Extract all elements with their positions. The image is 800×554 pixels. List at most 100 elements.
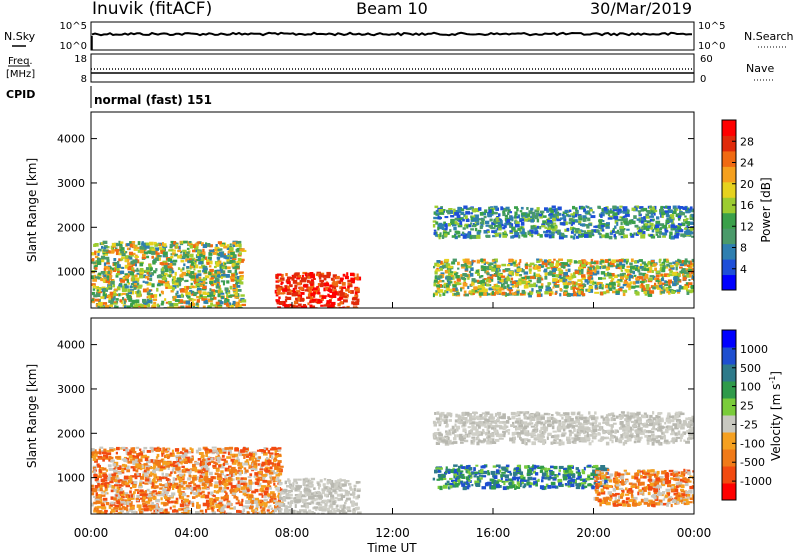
data-cell bbox=[519, 219, 523, 223]
data-cell bbox=[205, 499, 210, 504]
data-cell bbox=[225, 256, 230, 260]
data-cell bbox=[168, 454, 174, 457]
data-cell bbox=[160, 280, 165, 284]
data-cell bbox=[105, 502, 110, 506]
data-cell bbox=[319, 274, 323, 278]
data-cell bbox=[629, 232, 633, 236]
data-cell bbox=[272, 510, 275, 514]
data-cell bbox=[117, 479, 121, 483]
data-cell bbox=[204, 292, 210, 295]
data-cell bbox=[497, 289, 502, 294]
data-cell bbox=[465, 265, 469, 269]
data-cell bbox=[527, 230, 532, 235]
data-cell bbox=[245, 459, 249, 463]
data-cell bbox=[120, 492, 125, 497]
data-cell bbox=[119, 299, 122, 303]
data-cell bbox=[440, 272, 445, 275]
data-cell bbox=[577, 260, 583, 264]
data-cell bbox=[132, 243, 136, 248]
data-cell bbox=[693, 210, 694, 213]
data-cell bbox=[636, 266, 641, 270]
data-cell bbox=[631, 207, 636, 211]
data-cell bbox=[145, 267, 150, 271]
data-cell bbox=[468, 270, 472, 274]
data-cell bbox=[152, 461, 158, 464]
data-cell bbox=[493, 220, 497, 224]
data-cell bbox=[552, 269, 556, 273]
data-cell bbox=[197, 273, 202, 277]
data-cell bbox=[135, 254, 138, 257]
colorbar-segment bbox=[722, 120, 736, 136]
data-cell bbox=[159, 484, 165, 487]
data-cell bbox=[124, 285, 129, 289]
data-cell bbox=[101, 246, 104, 249]
data-cell bbox=[278, 488, 283, 492]
data-cell bbox=[521, 212, 526, 216]
data-cell bbox=[544, 233, 549, 238]
data-cell bbox=[173, 241, 177, 245]
data-cell bbox=[98, 301, 103, 306]
data-cell bbox=[215, 497, 220, 500]
data-cell bbox=[634, 265, 639, 268]
data-cell bbox=[471, 281, 475, 284]
data-cell bbox=[587, 277, 591, 281]
data-cell bbox=[94, 485, 99, 489]
data-cell bbox=[139, 480, 143, 485]
data-cell bbox=[109, 502, 112, 507]
data-cell bbox=[132, 279, 138, 283]
data-cell bbox=[551, 228, 557, 232]
data-cell bbox=[136, 504, 142, 508]
data-cell bbox=[547, 217, 551, 221]
data-cell bbox=[239, 281, 244, 285]
data-cell bbox=[230, 488, 235, 492]
data-cell bbox=[186, 251, 190, 254]
data-cell bbox=[116, 270, 122, 275]
data-cell bbox=[664, 288, 669, 292]
data-cell bbox=[192, 496, 196, 499]
data-cell bbox=[130, 475, 135, 478]
data-cell bbox=[277, 499, 282, 503]
data-cell bbox=[247, 512, 250, 514]
data-cell bbox=[622, 209, 627, 212]
data-cell bbox=[498, 218, 501, 221]
data-cell bbox=[591, 282, 595, 286]
data-cell bbox=[519, 229, 522, 233]
data-cell bbox=[611, 259, 616, 264]
data-cell bbox=[118, 258, 122, 262]
data-cell bbox=[469, 272, 474, 277]
data-cell bbox=[512, 229, 517, 232]
data-cell bbox=[509, 280, 513, 283]
data-cell bbox=[138, 290, 142, 294]
data-cell bbox=[320, 298, 324, 301]
data-cell bbox=[171, 249, 176, 252]
data-cell bbox=[115, 274, 119, 278]
data-cell bbox=[138, 484, 143, 488]
data-cell bbox=[586, 280, 589, 285]
data-cell bbox=[171, 492, 176, 496]
data-cell bbox=[167, 265, 172, 269]
data-cell bbox=[434, 205, 439, 209]
data-cell bbox=[214, 472, 219, 476]
data-cell bbox=[234, 471, 238, 476]
data-cell bbox=[142, 301, 148, 306]
data-cell bbox=[589, 280, 595, 284]
data-cell bbox=[235, 281, 239, 284]
data-cell bbox=[235, 301, 239, 306]
data-cell bbox=[508, 271, 514, 275]
data-cell bbox=[130, 302, 135, 305]
freq-label-1: Freq. bbox=[8, 56, 33, 67]
data-cell bbox=[184, 272, 189, 277]
data-cell bbox=[487, 293, 492, 296]
data-cell bbox=[231, 473, 235, 477]
data-cell bbox=[619, 286, 624, 289]
data-cell bbox=[203, 478, 209, 482]
data-cell bbox=[126, 295, 132, 298]
data-cell bbox=[493, 283, 496, 287]
data-cell bbox=[133, 461, 139, 465]
data-cell bbox=[569, 262, 572, 265]
data-cell bbox=[311, 281, 315, 285]
data-cell bbox=[684, 258, 688, 262]
data-cell bbox=[659, 227, 663, 231]
data-cell bbox=[609, 285, 612, 288]
data-cell bbox=[113, 262, 117, 266]
